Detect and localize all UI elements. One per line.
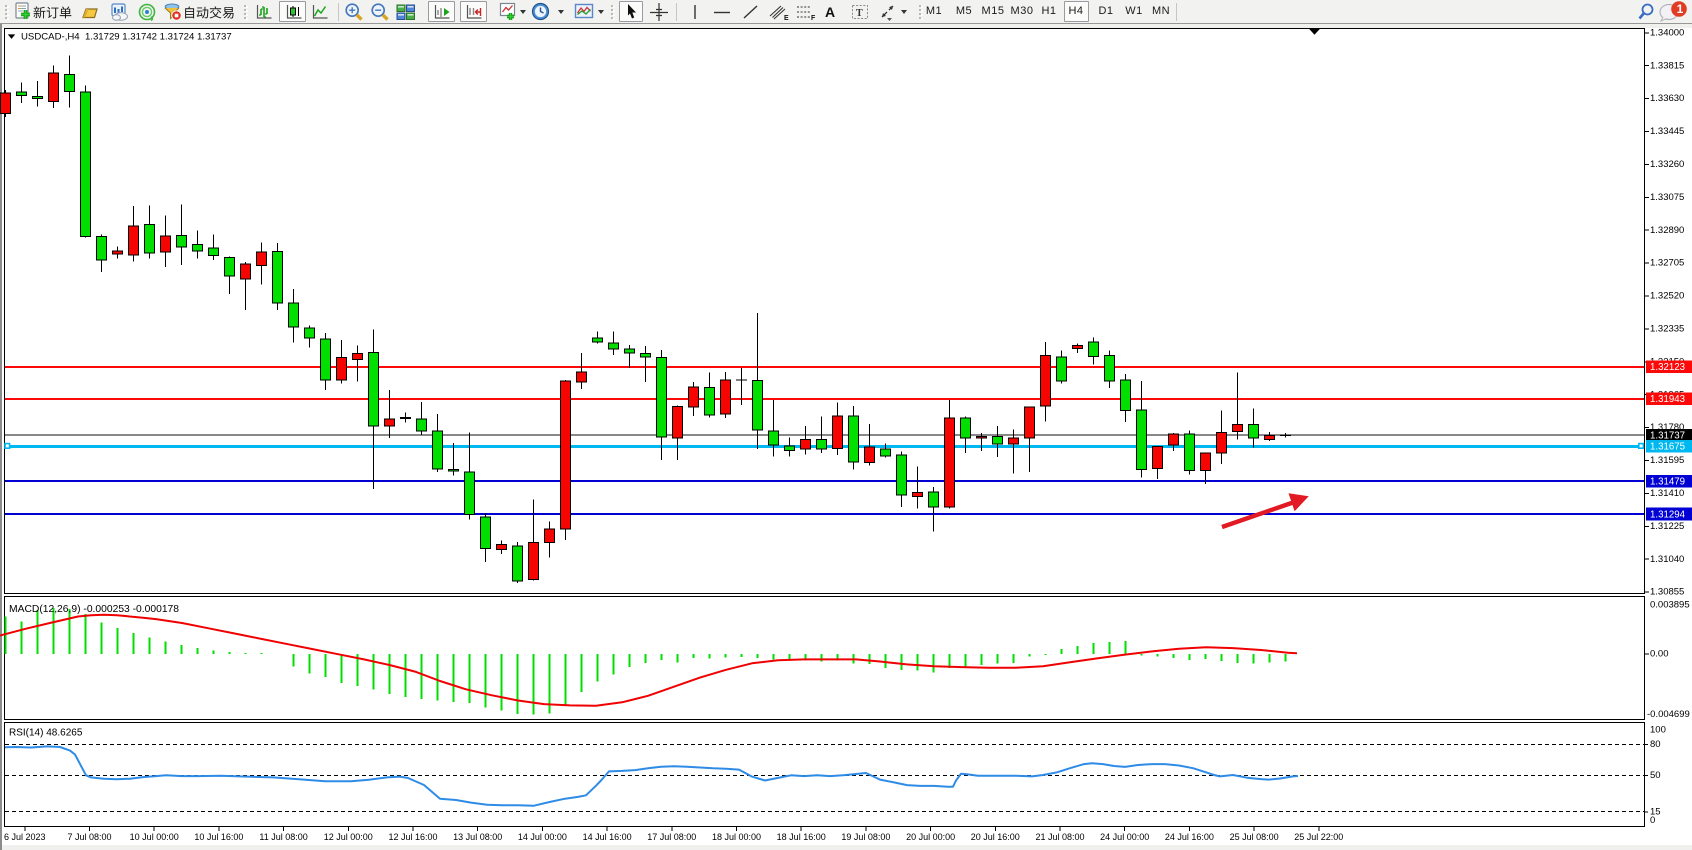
svg-text:1.33260: 1.33260 bbox=[1650, 159, 1684, 170]
svg-text:1.33075: 1.33075 bbox=[1650, 192, 1684, 203]
svg-text:F: F bbox=[811, 15, 816, 21]
svg-text:1.33445: 1.33445 bbox=[1650, 126, 1684, 137]
svg-text:10 Jul 00:00: 10 Jul 00:00 bbox=[130, 832, 179, 842]
svg-text:15: 15 bbox=[1650, 806, 1661, 817]
svg-text:1.32123: 1.32123 bbox=[1650, 362, 1685, 373]
svg-text:-0.004699: -0.004699 bbox=[1647, 709, 1690, 720]
svg-text:13 Jul 08:00: 13 Jul 08:00 bbox=[453, 832, 502, 842]
svg-text:1.33815: 1.33815 bbox=[1650, 60, 1684, 71]
svg-text:19 Jul 08:00: 19 Jul 08:00 bbox=[841, 832, 890, 842]
svg-text:USDCAD-,H4 1.31729 1.31742 1.: USDCAD-,H4 1.31729 1.31742 1.31724 1.317… bbox=[21, 32, 232, 43]
svg-text:MACD(12,26,9) -0.000253 -0.000: MACD(12,26,9) -0.000253 -0.000178 bbox=[9, 604, 179, 615]
svg-text:1.31225: 1.31225 bbox=[1650, 521, 1684, 532]
svg-text:1.32705: 1.32705 bbox=[1650, 258, 1684, 269]
svg-text:10 Jul 16:00: 10 Jul 16:00 bbox=[194, 832, 243, 842]
svg-text:1.31737: 1.31737 bbox=[1650, 431, 1685, 442]
svg-text:50: 50 bbox=[1650, 770, 1661, 781]
svg-text:7 Jul 08:00: 7 Jul 08:00 bbox=[67, 832, 111, 842]
svg-text:1.31479: 1.31479 bbox=[1650, 477, 1685, 488]
svg-text:1.31595: 1.31595 bbox=[1650, 455, 1684, 466]
svg-text:25 Jul 22:00: 25 Jul 22:00 bbox=[1294, 832, 1343, 842]
svg-text:25 Jul 08:00: 25 Jul 08:00 bbox=[1230, 832, 1279, 842]
svg-text:12 Jul 16:00: 12 Jul 16:00 bbox=[388, 832, 437, 842]
svg-text:1.33630: 1.33630 bbox=[1650, 93, 1684, 104]
svg-text:0: 0 bbox=[1650, 815, 1655, 826]
svg-text:21 Jul 08:00: 21 Jul 08:00 bbox=[1035, 832, 1084, 842]
svg-text:17 Jul 08:00: 17 Jul 08:00 bbox=[647, 832, 696, 842]
svg-text:14 Jul 16:00: 14 Jul 16:00 bbox=[583, 832, 632, 842]
svg-text:1.30855: 1.30855 bbox=[1650, 587, 1684, 598]
svg-text:1.34000: 1.34000 bbox=[1650, 27, 1684, 38]
svg-text:80: 80 bbox=[1650, 739, 1661, 750]
svg-text:100: 100 bbox=[1650, 725, 1666, 736]
svg-text:1.31780: 1.31780 bbox=[1650, 422, 1684, 433]
svg-text:1.32520: 1.32520 bbox=[1650, 291, 1684, 302]
svg-text:18 Jul 00:00: 18 Jul 00:00 bbox=[712, 832, 761, 842]
svg-text:24 Jul 16:00: 24 Jul 16:00 bbox=[1165, 832, 1214, 842]
svg-text:6 Jul 2023: 6 Jul 2023 bbox=[4, 832, 46, 842]
svg-text:14 Jul 00:00: 14 Jul 00:00 bbox=[518, 832, 567, 842]
svg-text:1.32890: 1.32890 bbox=[1650, 225, 1684, 236]
svg-text:20 Jul 16:00: 20 Jul 16:00 bbox=[971, 832, 1020, 842]
svg-text:0.00: 0.00 bbox=[1650, 649, 1669, 660]
svg-text:T: T bbox=[856, 8, 863, 19]
svg-text:1.32335: 1.32335 bbox=[1650, 324, 1684, 335]
svg-text:1.31943: 1.31943 bbox=[1650, 394, 1685, 405]
svg-text:1.31675: 1.31675 bbox=[1650, 442, 1685, 453]
svg-text:1.31410: 1.31410 bbox=[1650, 488, 1684, 499]
svg-text:1: 1 bbox=[1677, 2, 1684, 16]
svg-text:12 Jul 00:00: 12 Jul 00:00 bbox=[324, 832, 373, 842]
svg-text:20 Jul 00:00: 20 Jul 00:00 bbox=[906, 832, 955, 842]
svg-text:1.31294: 1.31294 bbox=[1650, 509, 1686, 520]
svg-text:0.003895: 0.003895 bbox=[1650, 600, 1690, 611]
svg-text:1.31040: 1.31040 bbox=[1650, 554, 1684, 565]
svg-text:E: E bbox=[784, 15, 789, 21]
svg-text:18 Jul 16:00: 18 Jul 16:00 bbox=[777, 832, 826, 842]
svg-text:RSI(14) 48.6265: RSI(14) 48.6265 bbox=[9, 728, 83, 739]
svg-text:24 Jul 00:00: 24 Jul 00:00 bbox=[1100, 832, 1149, 842]
svg-text:11 Jul 08:00: 11 Jul 08:00 bbox=[259, 832, 307, 842]
